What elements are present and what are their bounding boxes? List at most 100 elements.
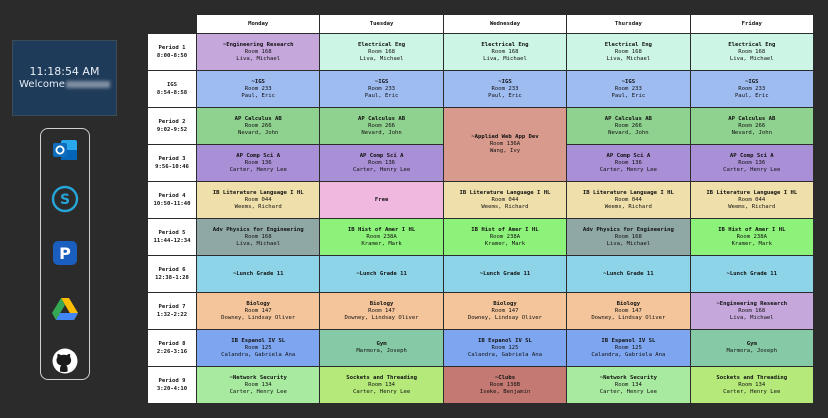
class-cell[interactable]: IB Literature Language I HL Room 044 Weems…: [195, 181, 321, 219]
day-header-friday: Friday: [689, 14, 815, 34]
class-cell[interactable]: ~Applied Web App Dev Room 136A Wang, Ivy: [442, 107, 568, 182]
class-room: Room 044: [738, 196, 766, 203]
class-title: Adv Physics for Engineering: [212, 226, 304, 233]
class-cell[interactable]: Electrical Eng Room 168 Liva, Michael: [442, 33, 568, 71]
class-room: Room 233: [368, 85, 396, 92]
class-cell[interactable]: IB Hist of Amer I HL Room 238A Kramer, Mar…: [442, 218, 568, 256]
period-time: 3:20-4:10: [156, 386, 188, 392]
class-room: Room 168: [491, 48, 519, 55]
class-title: ~IGS: [251, 78, 265, 85]
class-cell[interactable]: ~Network Security Room 134 Carter, Henry L…: [195, 366, 321, 404]
class-teacher: Calandra, Gabriela Ana: [221, 351, 296, 358]
class-title: Biology: [616, 300, 641, 307]
class-room: Room 134: [368, 381, 396, 388]
class-cell[interactable]: AP Calculus AB Room 266 Nevard, John: [319, 107, 444, 145]
period-label-cell: Period 2 9:02-9:52: [147, 107, 197, 145]
class-teacher: Weems, Richard: [481, 203, 529, 210]
period-row: Period 8 2:26-3:16 IB Espanol IV SL Room 12…: [147, 329, 815, 367]
class-teacher: Liva, Michael: [236, 240, 281, 247]
google-drive-icon[interactable]: [51, 294, 79, 322]
class-cell[interactable]: AP Comp Sci A Room 136 Carter, Henry Lee: [689, 144, 815, 182]
class-cell[interactable]: AP Calculus AB Room 266 Nevard, John: [195, 107, 321, 145]
period-label-cell: Period 1 8:00-8:50: [147, 33, 197, 71]
class-cell[interactable]: IB Espanol IV SL Room 125 Calandra, Gabrie…: [195, 329, 321, 367]
class-teacher: Downey, Lindsay Oliver: [467, 314, 543, 321]
class-cell[interactable]: ~IGS Room 233 Paul, Eric: [689, 70, 815, 108]
class-cell[interactable]: IB Hist of Amer I HL Room 238A Kramer, Mar…: [319, 218, 444, 256]
class-cell[interactable]: IB Literature Language I HL Room 044 Weems…: [442, 181, 568, 219]
github-icon[interactable]: [51, 347, 79, 375]
class-title: Sockets and Threading: [716, 374, 788, 381]
class-cell[interactable]: AP Calculus AB Room 266 Nevard, John: [566, 107, 691, 145]
class-cell[interactable]: AP Comp Sci A Room 136 Carter, Henry Lee: [566, 144, 691, 182]
class-cell[interactable]: ~Clubs Room 138B Iseke, Benjamin: [442, 366, 568, 404]
class-cell[interactable]: Gym Marmora, Joseph: [689, 329, 815, 367]
period-row: Period 5 11:44-12:34 Adv Physics for Engin…: [147, 218, 815, 256]
class-cell[interactable]: Electrical Eng Room 168 Liva, Michael: [319, 33, 444, 71]
class-cell[interactable]: AP Calculus AB Room 266 Nevard, John: [689, 107, 815, 145]
class-cell[interactable]: Biology Room 147 Downey, Lindsay Oliver: [442, 292, 568, 330]
class-cell[interactable]: ~Lunch Grade 11: [566, 255, 691, 293]
class-room: Room 134: [614, 381, 642, 388]
class-cell[interactable]: Free: [319, 181, 444, 219]
period-time: 12:38-1:28: [155, 275, 189, 281]
class-cell[interactable]: Electrical Eng Room 168 Liva, Michael: [566, 33, 691, 71]
class-title: AP Calculus AB: [728, 115, 776, 122]
class-cell[interactable]: ~IGS Room 233 Paul, Eric: [442, 70, 568, 108]
class-room: Room 136: [368, 159, 396, 166]
class-teacher: Kramer, Mark: [484, 240, 526, 247]
class-cell[interactable]: Biology Room 147 Downey, Lindsay Oliver: [319, 292, 444, 330]
period-label-cell: Period 5 11:44-12:34: [147, 218, 197, 256]
period-time: 1:32-2:22: [156, 312, 188, 318]
class-cell[interactable]: Sockets and Threading Room 134 Carter, Hen…: [319, 366, 444, 404]
class-cell[interactable]: ~Lunch Grade 11: [689, 255, 815, 293]
class-cell[interactable]: AP Comp Sci A Room 136 Carter, Henry Lee: [319, 144, 444, 182]
powerschool-icon[interactable]: P: [51, 239, 79, 267]
class-room: Room 168: [244, 233, 272, 240]
class-cell[interactable]: IB Literature Language I HL Room 044 Weems…: [689, 181, 815, 219]
class-title: ~Network Security: [599, 374, 657, 381]
class-title: Electrical Eng: [728, 41, 776, 48]
class-cell[interactable]: IB Espanol IV SL Room 125 Calandra, Gabrie…: [442, 329, 568, 367]
class-cell[interactable]: ~Engineering Research Room 168 Liva, Micha…: [195, 33, 321, 71]
class-room: Room 238A: [736, 233, 767, 240]
class-cell[interactable]: Electrical Eng Room 168 Liva, Michael: [689, 33, 815, 71]
class-room: Room 233: [614, 85, 642, 92]
class-cell[interactable]: Adv Physics for Engineering Room 168 Liva,…: [195, 218, 321, 256]
period-name: Period 2: [158, 119, 186, 125]
class-room: Room 266: [368, 122, 396, 129]
class-cell[interactable]: ~IGS Room 233 Paul, Eric: [566, 70, 691, 108]
class-cell[interactable]: Sockets and Threading Room 134 Carter, Hen…: [689, 366, 815, 404]
class-cell[interactable]: Biology Room 147 Downey, Lindsay Oliver: [195, 292, 321, 330]
class-cell[interactable]: Adv Physics for Engineering Room 168 Liva,…: [566, 218, 691, 256]
class-cell[interactable]: IB Espanol IV SL Room 125 Calandra, Gabrie…: [566, 329, 691, 367]
class-cell[interactable]: ~Engineering Research Room 168 Liva, Micha…: [689, 292, 815, 330]
class-title: ~Engineering Research: [716, 300, 788, 307]
class-teacher: Carter, Henry Lee: [599, 388, 657, 395]
day-header-thursday: Thursday: [566, 14, 691, 34]
class-cell[interactable]: ~Network Security Room 134 Carter, Henry L…: [566, 366, 691, 404]
class-title: AP Calculus AB: [234, 115, 282, 122]
outlook-icon[interactable]: [51, 136, 79, 164]
class-cell[interactable]: Gym Marmora, Joseph: [319, 329, 444, 367]
class-cell[interactable]: ~Lunch Grade 11: [442, 255, 568, 293]
class-cell[interactable]: ~IGS Room 233 Paul, Eric: [195, 70, 321, 108]
class-cell[interactable]: ~IGS Room 233 Paul, Eric: [319, 70, 444, 108]
schoology-icon[interactable]: S: [51, 185, 79, 213]
class-title: IB Espanol IV SL: [478, 337, 532, 344]
class-cell[interactable]: Biology Room 147 Downey, Lindsay Oliver: [566, 292, 691, 330]
class-room: Room 266: [614, 122, 642, 129]
class-cell[interactable]: IB Literature Language I HL Room 044 Weems…: [566, 181, 691, 219]
class-room: Room 044: [614, 196, 642, 203]
class-cell[interactable]: IB Hist of Amer I HL Room 238A Kramer, Mar…: [689, 218, 815, 256]
class-teacher: Downey, Lindsay Oliver: [591, 314, 666, 321]
class-teacher: Nevard, John: [731, 129, 772, 136]
class-cell[interactable]: AP Comp Sci A Room 136 Carter, Henry Lee: [195, 144, 321, 182]
class-cell[interactable]: ~Lunch Grade 11: [195, 255, 321, 293]
class-teacher: Liva, Michael: [483, 55, 527, 62]
period-time: 11:44-12:34: [153, 238, 191, 244]
class-cell[interactable]: ~Lunch Grade 11: [319, 255, 444, 293]
class-title: ~Applied Web App Dev: [471, 134, 539, 140]
class-teacher: Liva, Michael: [729, 314, 774, 321]
class-teacher: Paul, Eric: [488, 92, 522, 99]
